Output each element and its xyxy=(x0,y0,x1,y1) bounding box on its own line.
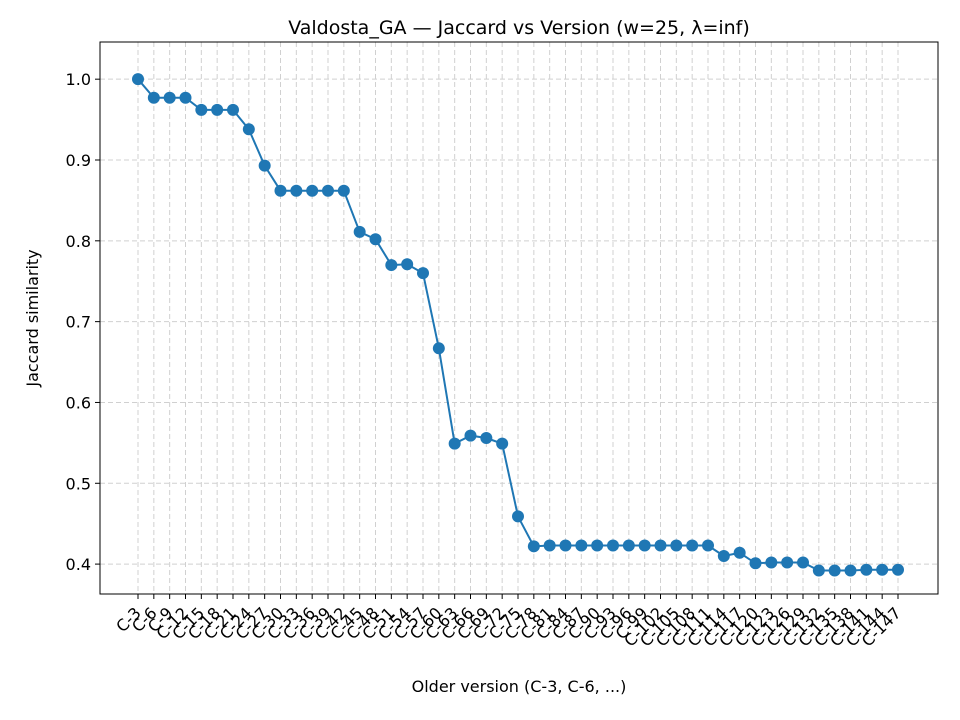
data-point xyxy=(686,539,699,552)
data-point xyxy=(227,103,239,116)
y-tick-label: 0.7 xyxy=(66,313,91,332)
x-axis-label: Older version (C-3, C-6, ...) xyxy=(412,677,627,696)
data-point xyxy=(274,184,287,197)
data-point xyxy=(575,539,588,552)
data-point xyxy=(876,563,889,576)
data-point xyxy=(860,563,873,576)
data-point xyxy=(242,123,255,136)
data-point xyxy=(638,539,651,552)
marks xyxy=(132,73,904,577)
data-point xyxy=(622,539,635,552)
y-axis-label: Jaccard similarity xyxy=(23,249,42,387)
data-point xyxy=(480,432,493,445)
data-point xyxy=(844,564,857,577)
data-point xyxy=(306,184,319,197)
data-point xyxy=(417,267,429,280)
plot-frame xyxy=(99,41,939,595)
y-tick-label: 0.6 xyxy=(66,393,91,412)
data-point xyxy=(369,233,382,246)
data-point xyxy=(717,550,730,563)
data-point xyxy=(179,91,192,104)
data-point xyxy=(353,225,366,238)
data-point xyxy=(258,159,271,172)
data-point xyxy=(591,539,604,552)
data-point xyxy=(448,437,461,450)
data-point xyxy=(670,539,683,552)
y-tick-label: 1.0 xyxy=(66,70,91,89)
data-point xyxy=(290,184,303,197)
data-point xyxy=(464,429,477,442)
data-point xyxy=(543,539,556,552)
data-point xyxy=(527,540,540,553)
data-point xyxy=(765,556,778,569)
y-tick-label: 0.4 xyxy=(66,555,91,574)
data-point xyxy=(797,556,809,569)
y-tick-label: 0.8 xyxy=(66,232,91,251)
data-point xyxy=(702,539,714,552)
data-point xyxy=(654,539,667,552)
data-point xyxy=(163,91,176,104)
data-point xyxy=(496,437,509,450)
data-point xyxy=(781,556,794,569)
data-point xyxy=(607,539,619,552)
data-point xyxy=(337,184,350,197)
data-point xyxy=(195,103,208,116)
data-point xyxy=(559,539,572,552)
data-point xyxy=(147,91,160,104)
data-point xyxy=(749,557,762,570)
data-point xyxy=(401,258,414,271)
data-point xyxy=(812,564,825,577)
grid xyxy=(100,42,938,594)
data-point xyxy=(132,73,144,86)
data-point xyxy=(892,563,904,576)
data-point xyxy=(211,103,224,116)
data-point xyxy=(385,259,398,272)
data-point xyxy=(322,184,334,197)
data-point xyxy=(828,564,841,577)
data-point xyxy=(733,546,746,559)
data-point xyxy=(512,510,524,523)
data-point xyxy=(432,342,445,355)
chart-title: Valdosta_GA — Jaccard vs Version (w=25, … xyxy=(288,17,750,39)
y-tick-label: 0.9 xyxy=(66,151,91,170)
y-tick-label: 0.5 xyxy=(66,474,91,493)
